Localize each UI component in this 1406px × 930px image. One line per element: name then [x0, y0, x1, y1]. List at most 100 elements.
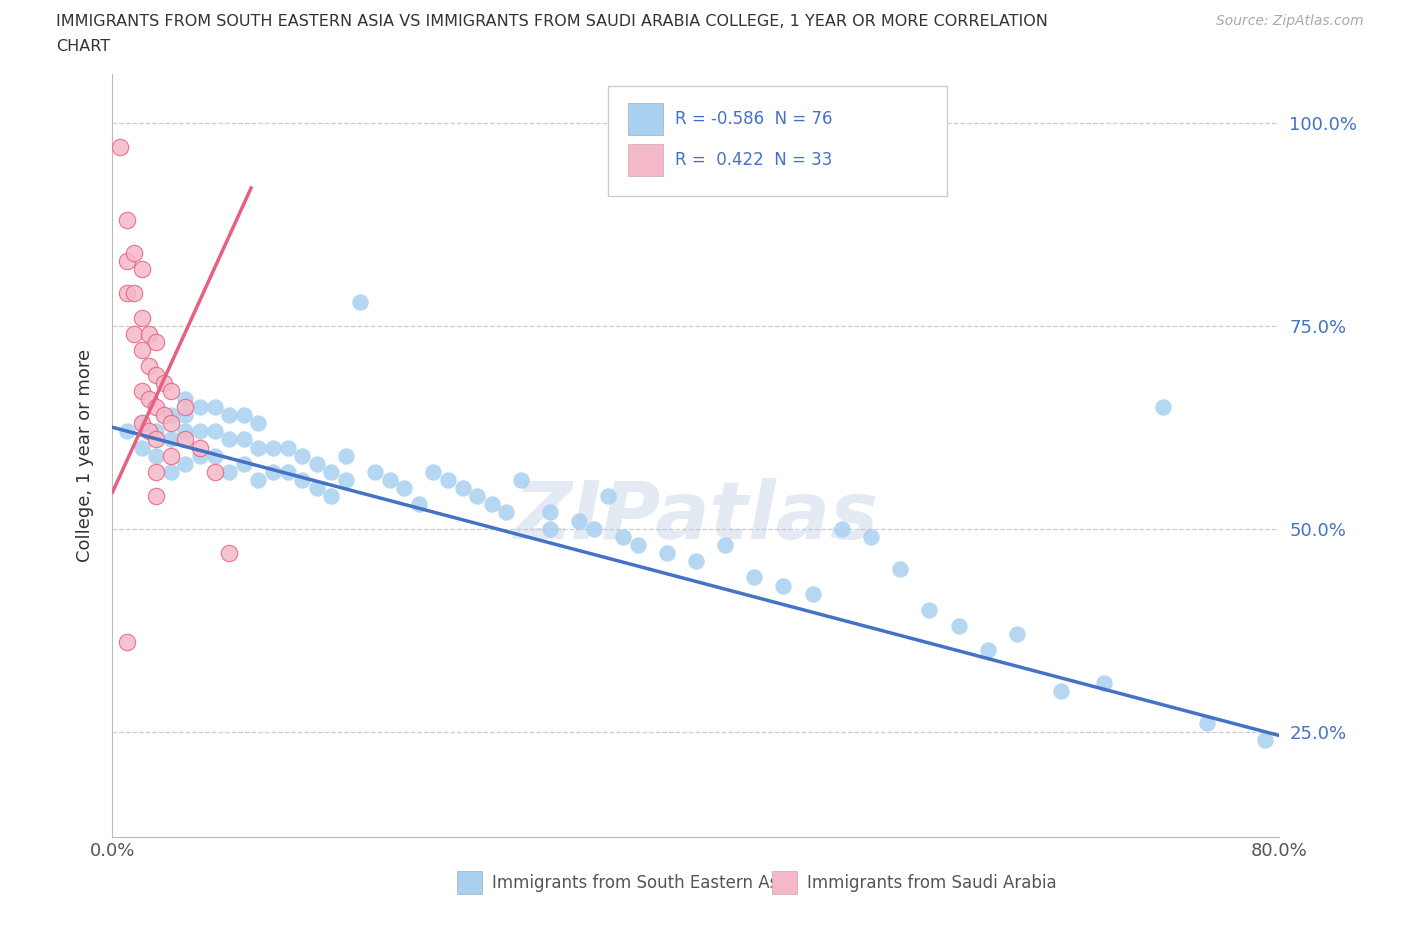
Point [291, 472, 314, 487]
Bar [457, 871, 482, 895]
Text: CHART: CHART [56, 39, 110, 54]
Point [948, 618, 970, 633]
Point [160, 407, 183, 422]
Point [408, 497, 430, 512]
Point [437, 472, 460, 487]
Text: R =  0.422  N = 33: R = 0.422 N = 33 [675, 151, 832, 169]
Point [145, 448, 167, 463]
Point [218, 407, 240, 422]
Point [714, 538, 737, 552]
Point [131, 261, 153, 276]
Point [1049, 684, 1071, 698]
Point [349, 294, 371, 309]
Point [204, 400, 226, 415]
Point [1254, 732, 1277, 747]
FancyBboxPatch shape [609, 86, 946, 196]
Point [291, 448, 314, 463]
Point [918, 603, 941, 618]
Point [627, 538, 650, 552]
Point [232, 432, 254, 447]
Y-axis label: College, 1 year or more: College, 1 year or more [76, 349, 94, 563]
Point [394, 481, 416, 496]
Point [188, 424, 211, 439]
Point [188, 448, 211, 463]
Text: Immigrants from South Eastern Asia: Immigrants from South Eastern Asia [492, 874, 793, 892]
Point [538, 505, 561, 520]
Point [509, 472, 531, 487]
Point [276, 464, 298, 479]
Point [889, 562, 911, 577]
Point [1152, 400, 1174, 415]
Point [174, 392, 197, 406]
Point [115, 254, 138, 269]
Point [247, 472, 270, 487]
Point [174, 400, 197, 415]
Point [335, 448, 357, 463]
Point [335, 472, 357, 487]
Point [831, 522, 853, 537]
Point [115, 286, 138, 301]
Point [655, 546, 678, 561]
Point [1094, 675, 1116, 690]
Point [174, 407, 197, 422]
Point [108, 140, 131, 155]
Point [138, 424, 160, 439]
Text: Source: ZipAtlas.com: Source: ZipAtlas.com [1216, 14, 1364, 28]
Point [685, 553, 707, 568]
Bar [628, 144, 664, 176]
Point [131, 343, 153, 358]
Point [160, 432, 183, 447]
Point [131, 416, 153, 431]
Bar [628, 103, 664, 136]
Point [131, 440, 153, 455]
Point [188, 400, 211, 415]
Point [160, 383, 183, 398]
Point [145, 424, 167, 439]
Point [160, 416, 183, 431]
Point [801, 586, 824, 601]
Point [138, 359, 160, 374]
Text: Immigrants from Saudi Arabia: Immigrants from Saudi Arabia [807, 874, 1056, 892]
Point [124, 286, 146, 301]
Point [174, 432, 197, 447]
Point [305, 457, 328, 472]
Point [860, 529, 883, 544]
Point [451, 481, 474, 496]
Point [145, 367, 167, 382]
Point [218, 432, 240, 447]
Point [204, 448, 226, 463]
Point [262, 464, 284, 479]
Point [247, 440, 270, 455]
Text: ZIPatlas: ZIPatlas [513, 478, 879, 556]
Point [538, 522, 561, 537]
Point [145, 335, 167, 350]
Point [124, 246, 146, 260]
Point [465, 489, 488, 504]
Point [115, 424, 138, 439]
Point [247, 416, 270, 431]
Point [138, 326, 160, 341]
Point [131, 383, 153, 398]
Point [218, 546, 240, 561]
Point [612, 529, 634, 544]
Point [262, 440, 284, 455]
Point [160, 464, 183, 479]
Point [378, 472, 401, 487]
Point [495, 505, 517, 520]
Point [742, 570, 765, 585]
Point [138, 392, 160, 406]
Point [204, 424, 226, 439]
Point [1005, 627, 1028, 642]
Bar [772, 871, 797, 895]
Point [598, 489, 620, 504]
Point [976, 643, 998, 658]
Point [145, 400, 167, 415]
Point [188, 440, 211, 455]
Point [152, 407, 174, 422]
Point [145, 432, 167, 447]
Point [145, 464, 167, 479]
Point [305, 481, 328, 496]
Point [124, 326, 146, 341]
Point [115, 213, 138, 228]
Point [481, 497, 503, 512]
